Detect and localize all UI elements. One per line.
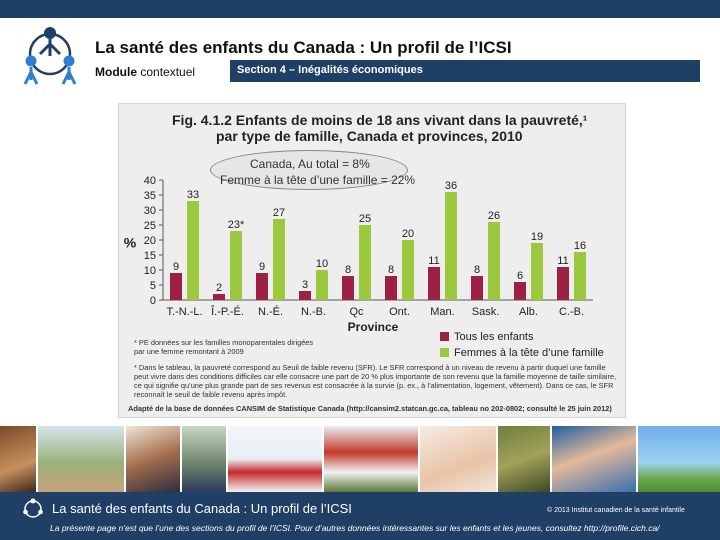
canada-total-callout <box>210 150 408 190</box>
bar-chart: 0 5 10 15 20 25 30 35 40% 9 33 T.-N.-L. 2 23* Î.-P.-É.… <box>124 175 593 334</box>
photo-winter-child <box>228 426 324 492</box>
section-banner: Section 4 – Inégalités économiques <box>230 60 700 82</box>
data-label-all-children: 6 <box>517 270 523 282</box>
data-label-all-children: 11 <box>557 255 568 267</box>
bar-all-children <box>514 282 526 300</box>
x-tick-label: C.-B. <box>559 306 584 318</box>
data-label-female-head: 20 <box>402 228 414 240</box>
photo-wheelchair <box>182 426 228 492</box>
callout-line2: Femme à la tête d’une famille = 22% <box>220 173 416 187</box>
data-label-female-head: 27 <box>273 207 285 219</box>
bar-female-head <box>187 201 199 300</box>
footnote-lico: * Dans le tableau, la pauvreté correspon… <box>134 363 617 399</box>
data-label-all-children: 2 <box>216 282 222 294</box>
photo-smiling-child <box>498 426 552 492</box>
x-tick-label: Sask. <box>472 306 500 318</box>
y-tick-label: 20 <box>144 235 156 247</box>
module-label-strong: Module <box>95 65 137 79</box>
cich-logo-icon <box>23 27 77 85</box>
bar-female-head <box>445 192 457 300</box>
legend-swatch-female-head <box>440 348 449 357</box>
x-tick-label: Man. <box>430 306 454 318</box>
data-label-female-head: 16 <box>574 240 586 252</box>
footer-title: La santé des enfants du Canada : Un prof… <box>52 501 352 516</box>
data-label-all-children: 8 <box>388 264 394 276</box>
y-tick-label: 25 <box>144 220 156 232</box>
legend-item-all-children: Tous les enfants <box>440 331 534 343</box>
bar-all-children <box>471 276 483 300</box>
x-tick-label: N.-B. <box>301 306 326 318</box>
bar-female-head <box>273 219 285 300</box>
data-label-all-children: 11 <box>428 255 439 267</box>
y-axis-label: % <box>124 235 137 251</box>
bar-all-children <box>428 267 440 300</box>
photo-toothbrush <box>552 426 638 492</box>
bar-all-children <box>299 291 311 300</box>
data-label-female-head: 25 <box>359 213 371 225</box>
x-tick-label: Qc <box>349 306 364 318</box>
bar-female-head <box>574 252 586 300</box>
bar-female-head <box>488 222 500 300</box>
bar-female-head <box>359 225 371 300</box>
bar-all-children <box>557 267 569 300</box>
data-label-all-children: 9 <box>173 261 179 273</box>
callout-line1: Canada, Au total = 8% <box>250 157 370 171</box>
chart-source: Adapté de la base de données CANSIM de S… <box>128 404 612 413</box>
data-label-female-head: 10 <box>316 258 328 270</box>
footer-note: La présente page n’est que l’une des sec… <box>50 523 660 533</box>
y-tick-label: 0 <box>150 295 156 307</box>
bar-female-head <box>230 231 242 300</box>
data-label-female-head: 33 <box>187 189 199 201</box>
bar-female-head <box>316 270 328 300</box>
footer-copyright: © 2013 Institut canadien de la santé inf… <box>547 507 685 514</box>
photo-father-child <box>38 426 126 492</box>
data-label-all-children: 8 <box>345 264 351 276</box>
data-label-all-children: 3 <box>302 279 308 291</box>
photo-child-1 <box>0 426 38 492</box>
y-tick-label: 40 <box>144 175 156 187</box>
bar-all-children <box>342 276 354 300</box>
y-tick-label: 10 <box>144 265 156 277</box>
legend-item-female-head: Femmes à la tête d’une famille <box>440 347 604 359</box>
x-tick-label: Î.-P.-É. <box>210 305 244 318</box>
bar-female-head <box>531 243 543 300</box>
x-tick-label: T.-N.-L. <box>166 306 202 318</box>
legend-label-female-head: Femmes à la tête d’une famille <box>454 347 604 359</box>
y-tick-label: 30 <box>144 205 156 217</box>
footnote-pe: * PE données sur les familles monoparent… <box>134 338 314 356</box>
bar-all-children <box>385 276 397 300</box>
bar-female-head <box>402 240 414 300</box>
y-tick-label: 15 <box>144 250 156 262</box>
legend-label-all-children: Tous les enfants <box>454 331 534 343</box>
data-label-female-head: 19 <box>531 231 543 243</box>
y-tick-label: 35 <box>144 190 156 202</box>
bar-all-children <box>213 294 225 300</box>
y-tick-label: 5 <box>150 280 156 292</box>
data-label-female-head: 36 <box>445 180 457 192</box>
x-tick-label: Alb. <box>519 306 538 318</box>
legend-swatch-all-children <box>440 332 449 341</box>
photo-family <box>126 426 182 492</box>
chart-title-line1: Fig. 4.1.2 Enfants de moins de 18 ans vi… <box>172 112 588 128</box>
x-tick-label: Ont. <box>389 306 410 318</box>
footer-logo-icon <box>23 498 43 518</box>
data-label-all-children: 8 <box>474 264 480 276</box>
x-axis-label: Province <box>348 320 399 334</box>
page-title: La santé des enfants du Canada : Un prof… <box>95 38 512 57</box>
photo-pregnancy <box>420 426 498 492</box>
photo-kids-jumping <box>638 426 720 492</box>
bar-all-children <box>170 273 182 300</box>
data-label-all-children: 9 <box>259 261 265 273</box>
top-strip <box>0 0 720 18</box>
photo-strip <box>0 426 720 492</box>
module-label: Module contextuel <box>95 65 195 79</box>
x-tick-label: N.-É. <box>258 305 283 318</box>
photo-soccer-team <box>324 426 420 492</box>
bar-all-children <box>256 273 268 300</box>
footer-bar <box>0 492 720 540</box>
chart-title-line2: par type de famille, Canada et provinces… <box>216 128 523 144</box>
data-label-female-head: 26 <box>488 210 500 222</box>
data-label-female-head: 23* <box>228 219 245 231</box>
module-label-rest: contextuel <box>140 65 196 79</box>
